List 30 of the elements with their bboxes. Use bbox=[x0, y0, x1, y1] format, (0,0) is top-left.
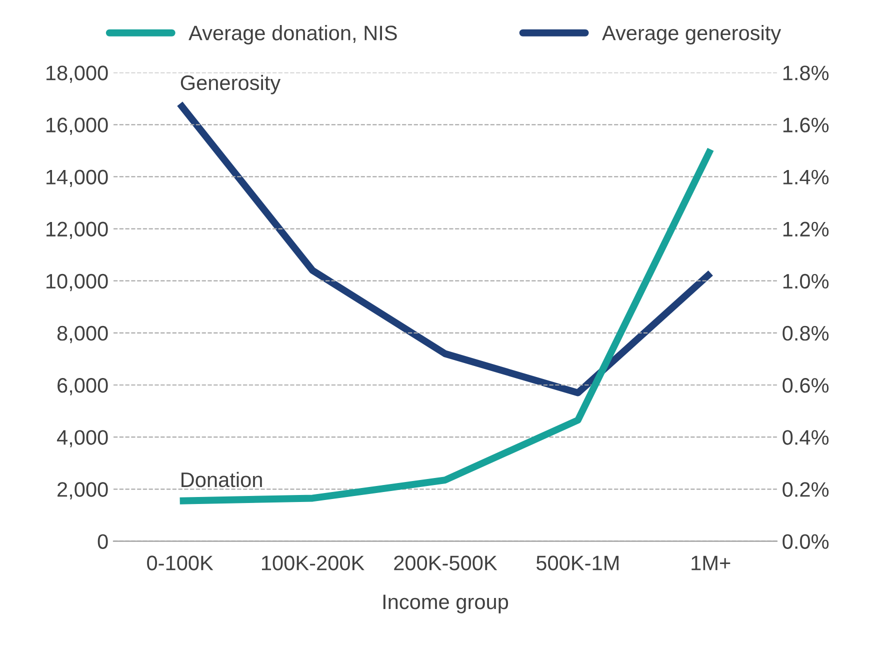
y2-tick-label: 1.8% bbox=[783, 66, 829, 80]
x-tick-label: 1M+ bbox=[692, 556, 730, 570]
y-tick-label: 14,000 bbox=[46, 170, 108, 187]
y2-tick-label: 1.2% bbox=[783, 222, 829, 236]
x-tick-label: 500K-1M bbox=[536, 556, 618, 570]
x-tick-label: 100K-200K bbox=[262, 556, 364, 570]
y2-tick-label: 0.2% bbox=[782, 482, 829, 497]
y-tick-label: 6,000 bbox=[58, 378, 108, 396]
y2-tick-label: 0.4% bbox=[782, 430, 829, 445]
x-axis-title: Income group bbox=[383, 594, 508, 614]
y2-tick-label: 1.6% bbox=[783, 118, 829, 132]
y-tick-label: 18,000 bbox=[46, 66, 108, 83]
y2-tick-label: 0.0% bbox=[782, 534, 829, 549]
y-tick-label: 2,000 bbox=[58, 482, 108, 500]
y2-tick-label: 0.6% bbox=[782, 378, 829, 393]
y2-tick-label: 0.8% bbox=[782, 326, 829, 341]
y2-tick-label: 1.0% bbox=[783, 274, 829, 289]
y-tick-label: 8,000 bbox=[57, 326, 108, 344]
y2-tick-label: 1.4% bbox=[783, 170, 829, 184]
annotation: Donation bbox=[182, 472, 262, 488]
legend-label: Average generosity bbox=[602, 25, 782, 44]
annotation: Generosity bbox=[180, 74, 281, 94]
x-tick-label: 200K-500K bbox=[394, 556, 498, 570]
x-tick-label: 0-100K bbox=[147, 556, 214, 570]
y-tick-label: 10,000 bbox=[46, 274, 108, 292]
y-tick-label: 16,000 bbox=[46, 118, 108, 135]
legend-label: Average donation, NIS bbox=[188, 25, 397, 44]
y-tick-label: 4,000 bbox=[56, 430, 108, 448]
y-tick-label: 0 bbox=[98, 534, 108, 549]
y-tick-label: 12,000 bbox=[46, 222, 108, 240]
